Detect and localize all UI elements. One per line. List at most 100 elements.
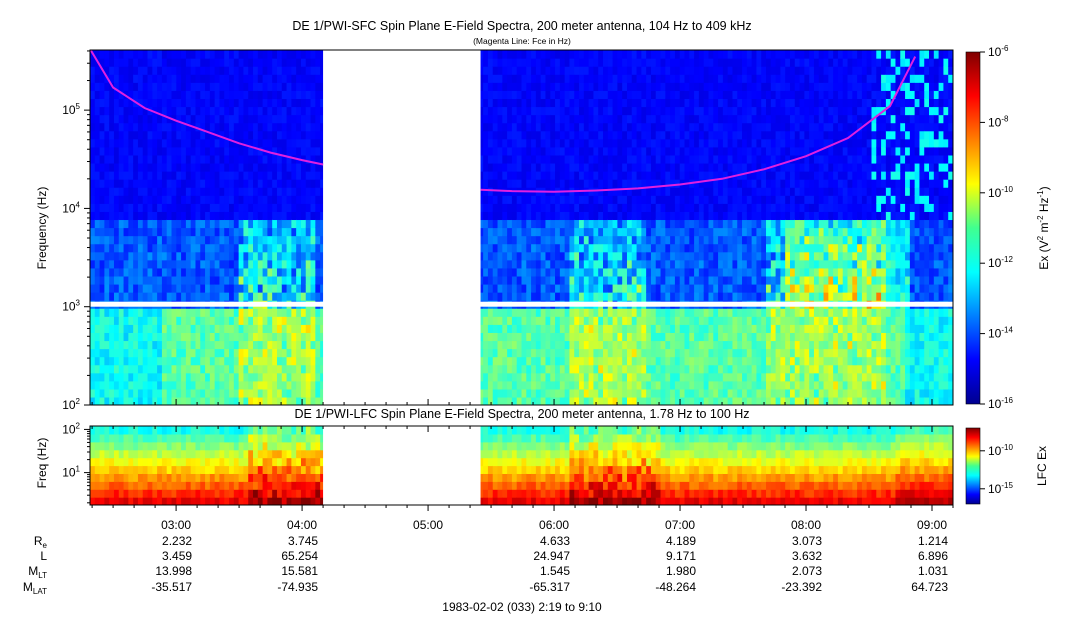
sfc-heatmap-cell	[636, 90, 642, 100]
sfc-heatmap-cell	[660, 203, 666, 212]
sfc-heatmap-cell	[286, 259, 292, 269]
sfc-heatmap-cell	[737, 106, 743, 116]
sfc-heatmap-cell	[559, 380, 566, 390]
sfc-heatmap-cell	[267, 90, 273, 100]
sfc-heatmap-cell	[583, 98, 590, 108]
sfc-heatmap-cell	[291, 171, 297, 180]
sfc-heatmap-cell	[612, 154, 618, 164]
sfc-heatmap-cell	[622, 388, 628, 398]
sfc-heatmap-cell	[113, 171, 120, 180]
sfc-heatmap-cell	[617, 122, 623, 132]
sfc-heatmap-cell	[137, 275, 144, 285]
sfc-heatmap-cell	[655, 74, 662, 83]
sfc-heatmap-cell	[674, 50, 681, 59]
sfc-heatmap-cell	[703, 243, 710, 253]
sfc-heatmap-cell	[516, 372, 523, 382]
sfc-heatmap-cell	[612, 66, 618, 75]
sfc-heatmap-cell	[751, 275, 758, 285]
sfc-heatmap-cell	[99, 171, 105, 180]
sfc-heatmap-cell	[516, 227, 523, 237]
sfc-heatmap-cell	[521, 324, 527, 333]
sfc-heatmap-cell	[286, 275, 292, 285]
sfc-heatmap-cell	[478, 275, 484, 285]
sfc-heatmap-cell	[612, 372, 618, 382]
sfc-heatmap-cell	[598, 243, 604, 253]
sfc-heatmap-cell	[626, 316, 633, 325]
sfc-heatmap-cell	[104, 275, 110, 285]
sfc-heatmap-cell	[646, 154, 652, 164]
sfc-heatmap-cell	[219, 58, 225, 67]
sfc-heatmap-cell	[780, 275, 786, 285]
sfc-heatmap-cell	[775, 364, 781, 374]
sfc-heatmap-cell	[694, 195, 700, 204]
sfc-heatmap-cell	[229, 211, 235, 221]
sfc-heatmap-cell	[660, 356, 666, 366]
sfc-heatmap-cell	[497, 380, 503, 390]
sfc-heatmap-cell	[583, 50, 590, 59]
sfc-heatmap-cell	[694, 114, 700, 124]
sfc-heatmap-cell	[622, 380, 628, 390]
sfc-heatmap-cell	[296, 98, 302, 108]
sfc-heatmap-cell	[233, 259, 240, 269]
sfc-heatmap-cell	[272, 162, 278, 172]
sfc-heatmap-cell	[684, 82, 690, 91]
sfc-heatmap-cell	[104, 58, 110, 67]
sfc-heatmap-cell	[545, 340, 551, 350]
sfc-heatmap-cell	[588, 356, 595, 366]
sfc-heatmap-cell	[694, 219, 700, 229]
sfc-heatmap-cell	[617, 332, 623, 342]
sfc-heatmap-cell	[171, 275, 177, 285]
sfc-heatmap-cell	[487, 66, 494, 75]
sfc-heatmap-cell	[109, 130, 115, 140]
sfc-heatmap-cell	[583, 58, 590, 67]
sfc-heatmap-cell	[243, 372, 249, 382]
sfc-heatmap-cell	[598, 106, 604, 116]
sfc-heatmap-cell	[732, 106, 738, 116]
sfc-heatmap-cell	[588, 251, 595, 261]
sfc-heatmap-cell	[305, 267, 312, 277]
sfc-heatmap-cell	[209, 58, 216, 67]
sfc-heatmap-cell	[248, 251, 254, 261]
sfc-heatmap-cell	[209, 66, 216, 75]
sfc-heatmap-cell	[166, 58, 173, 67]
sfc-heatmap-cell	[233, 324, 240, 333]
sfc-heatmap-cell	[732, 388, 738, 398]
sfc-heatmap-cell	[99, 227, 105, 237]
sfc-heatmap-cell	[588, 292, 595, 301]
sfc-heatmap-cell	[588, 364, 595, 374]
sfc-heatmap-cell	[248, 50, 254, 59]
sfc-heatmap-cell	[641, 283, 647, 293]
sfc-heatmap-cell	[267, 292, 273, 301]
sfc-heatmap-cell	[660, 162, 666, 172]
sfc-heatmap-cell	[761, 372, 767, 382]
sfc-heatmap-cell	[118, 227, 125, 237]
sfc-heatmap-cell	[761, 380, 767, 390]
sfc-heatmap-cell	[732, 162, 738, 172]
sfc-heatmap-cell	[603, 283, 609, 293]
sfc-heatmap-cell	[181, 203, 187, 212]
sfc-heatmap-cell	[123, 114, 129, 124]
sfc-heatmap-cell	[152, 179, 158, 188]
sfc-heatmap-cell	[531, 251, 537, 261]
sfc-heatmap-cell	[310, 316, 316, 325]
sfc-heatmap-cell	[248, 372, 254, 382]
sfc-heatmap-cell	[569, 114, 575, 124]
sfc-heatmap-cell	[746, 90, 753, 100]
sfc-heatmap-cell	[497, 82, 503, 91]
sfc-heatmap-cell	[746, 396, 753, 405]
sfc-heatmap-cell	[209, 122, 216, 132]
sfc-heatmap-cell	[698, 259, 705, 269]
sfc-heatmap-cell	[766, 235, 772, 245]
sfc-heatmap-cell	[742, 138, 748, 148]
sfc-heatmap-cell	[257, 106, 264, 116]
sfc-heatmap-cell	[305, 292, 312, 301]
sfc-heatmap-cell	[497, 146, 503, 156]
sfc-heatmap-cell	[200, 195, 206, 204]
sfc-heatmap-cell	[737, 211, 743, 221]
sfc-heatmap-cell	[670, 154, 676, 164]
sfc-heatmap-cell	[109, 219, 115, 229]
sfc-heatmap-cell	[603, 82, 609, 91]
sfc-heatmap-cell	[200, 162, 206, 172]
sfc-heatmap-cell	[718, 146, 724, 156]
sfc-heatmap-cell	[253, 235, 259, 245]
